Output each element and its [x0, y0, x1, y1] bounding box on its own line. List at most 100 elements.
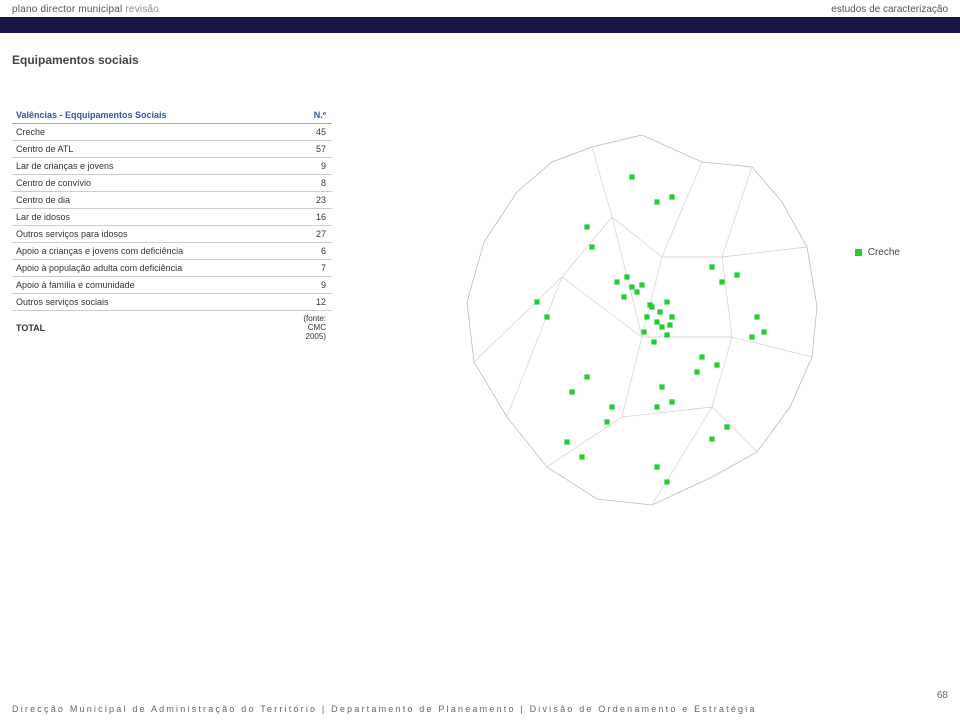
table-row: Centro de ATL57	[12, 141, 332, 158]
table-cell-label: Centro de ATL	[12, 141, 282, 158]
map-point-marker	[544, 314, 549, 319]
table-header-label: Valências - Eqquipamentos Sociais	[12, 107, 282, 124]
map-point-marker	[534, 299, 539, 304]
header-bar-label: equipamentos	[873, 35, 948, 49]
map-point-marker	[654, 404, 659, 409]
map-point-marker	[694, 369, 699, 374]
table-row: Outros serviços sociais12	[12, 294, 332, 311]
page-number: 68	[937, 690, 948, 701]
data-table-wrap: Valências - Eqquipamentos Sociais N.º Cr…	[12, 107, 332, 527]
page-footer: 68 Direcção Municipal de Administração d…	[12, 703, 948, 714]
map-point-marker	[564, 439, 569, 444]
table-cell-value: 9	[282, 277, 332, 294]
table-cell-label: Outros serviços sociais	[12, 294, 282, 311]
map-point-marker	[639, 282, 644, 287]
map-legend: Creche	[855, 247, 900, 258]
map-point-marker	[621, 294, 626, 299]
table-total-note: (fonte: CMC 2005)	[282, 311, 332, 345]
map-point-marker	[669, 399, 674, 404]
table-cell-value: 45	[282, 124, 332, 141]
table-row: Centro de convívio8	[12, 175, 332, 192]
table-cell-label: Lar de crianças e jovens	[12, 158, 282, 175]
municipality-map	[412, 107, 892, 527]
map-point-marker	[657, 309, 662, 314]
map-point-marker	[647, 302, 652, 307]
map-point-marker	[651, 339, 656, 344]
legend-label: Creche	[868, 247, 900, 258]
map-point-marker	[664, 479, 669, 484]
map-point-marker	[654, 199, 659, 204]
table-cell-value: 16	[282, 209, 332, 226]
map-point-marker	[709, 436, 714, 441]
map-point-marker	[669, 314, 674, 319]
map-point-marker	[719, 279, 724, 284]
map-container: Creche	[412, 107, 892, 527]
table-cell-value: 9	[282, 158, 332, 175]
table-row: Apoio à família e comunidade9	[12, 277, 332, 294]
map-point-marker	[589, 244, 594, 249]
map-point-marker	[709, 264, 714, 269]
table-row: Apoio a crianças e jovens com deficiênci…	[12, 243, 332, 260]
map-point-marker	[761, 329, 766, 334]
map-point-marker	[579, 454, 584, 459]
map-point-marker	[659, 324, 664, 329]
header-right: estudos de caracterização	[831, 4, 948, 15]
table-cell-value: 23	[282, 192, 332, 209]
map-point-marker	[624, 274, 629, 279]
table-cell-label: Centro de convívio	[12, 175, 282, 192]
map-point-marker	[641, 329, 646, 334]
table-total-row: TOTAL (fonte: CMC 2005)	[12, 311, 332, 345]
map-point-marker	[669, 194, 674, 199]
map-point-marker	[584, 374, 589, 379]
map-point-marker	[664, 299, 669, 304]
footer-text: Direcção Municipal de Administração do T…	[12, 704, 757, 714]
section-title: Equipamentos sociais	[0, 33, 960, 67]
table-cell-label: Apoio à família e comunidade	[12, 277, 282, 294]
map-point-marker	[699, 354, 704, 359]
table-cell-label: Lar de idosos	[12, 209, 282, 226]
table-cell-label: Centro de dia	[12, 192, 282, 209]
header-title-main: plano director municipal	[12, 4, 122, 15]
map-point-marker	[609, 404, 614, 409]
header-left: plano director municipal revisão	[12, 4, 159, 15]
page-header: plano director municipal revisão estudos…	[0, 0, 960, 17]
map-point-marker	[629, 174, 634, 179]
table-row: Creche45	[12, 124, 332, 141]
header-title-secondary: revisão	[125, 4, 159, 15]
table-cell-value: 57	[282, 141, 332, 158]
map-point-marker	[734, 272, 739, 277]
table-row: Lar de crianças e jovens9	[12, 158, 332, 175]
table-row: Lar de idosos16	[12, 209, 332, 226]
map-boundary	[467, 135, 817, 505]
map-point-marker	[584, 224, 589, 229]
table-row: Outros serviços para idosos27	[12, 226, 332, 243]
map-point-marker	[749, 334, 754, 339]
table-cell-value: 7	[282, 260, 332, 277]
map-point-marker	[644, 314, 649, 319]
table-header-row: Valências - Eqquipamentos Sociais N.º	[12, 107, 332, 124]
map-point-marker	[569, 389, 574, 394]
table-cell-label: Creche	[12, 124, 282, 141]
map-point-marker	[754, 314, 759, 319]
table-header-count: N.º	[282, 107, 332, 124]
table-cell-value: 6	[282, 243, 332, 260]
table-cell-value: 8	[282, 175, 332, 192]
map-point-marker	[654, 319, 659, 324]
map-point-marker	[714, 362, 719, 367]
data-table: Valências - Eqquipamentos Sociais N.º Cr…	[12, 107, 332, 344]
legend-marker-icon	[855, 249, 862, 256]
map-point-marker	[604, 419, 609, 424]
map-point-marker	[629, 284, 634, 289]
map-point-marker	[659, 384, 664, 389]
table-cell-value: 12	[282, 294, 332, 311]
table-cell-label: Apoio à população adulta com deficiência	[12, 260, 282, 277]
header-bar: equipamentos	[0, 17, 960, 33]
map-point-marker	[664, 332, 669, 337]
content-row: Valências - Eqquipamentos Sociais N.º Cr…	[0, 67, 960, 527]
map-point-marker	[667, 322, 672, 327]
table-cell-label: Apoio a crianças e jovens com deficiênci…	[12, 243, 282, 260]
table-row: Apoio à população adulta com deficiência…	[12, 260, 332, 277]
map-point-marker	[654, 464, 659, 469]
table-row: Centro de dia23	[12, 192, 332, 209]
map-point-marker	[614, 279, 619, 284]
